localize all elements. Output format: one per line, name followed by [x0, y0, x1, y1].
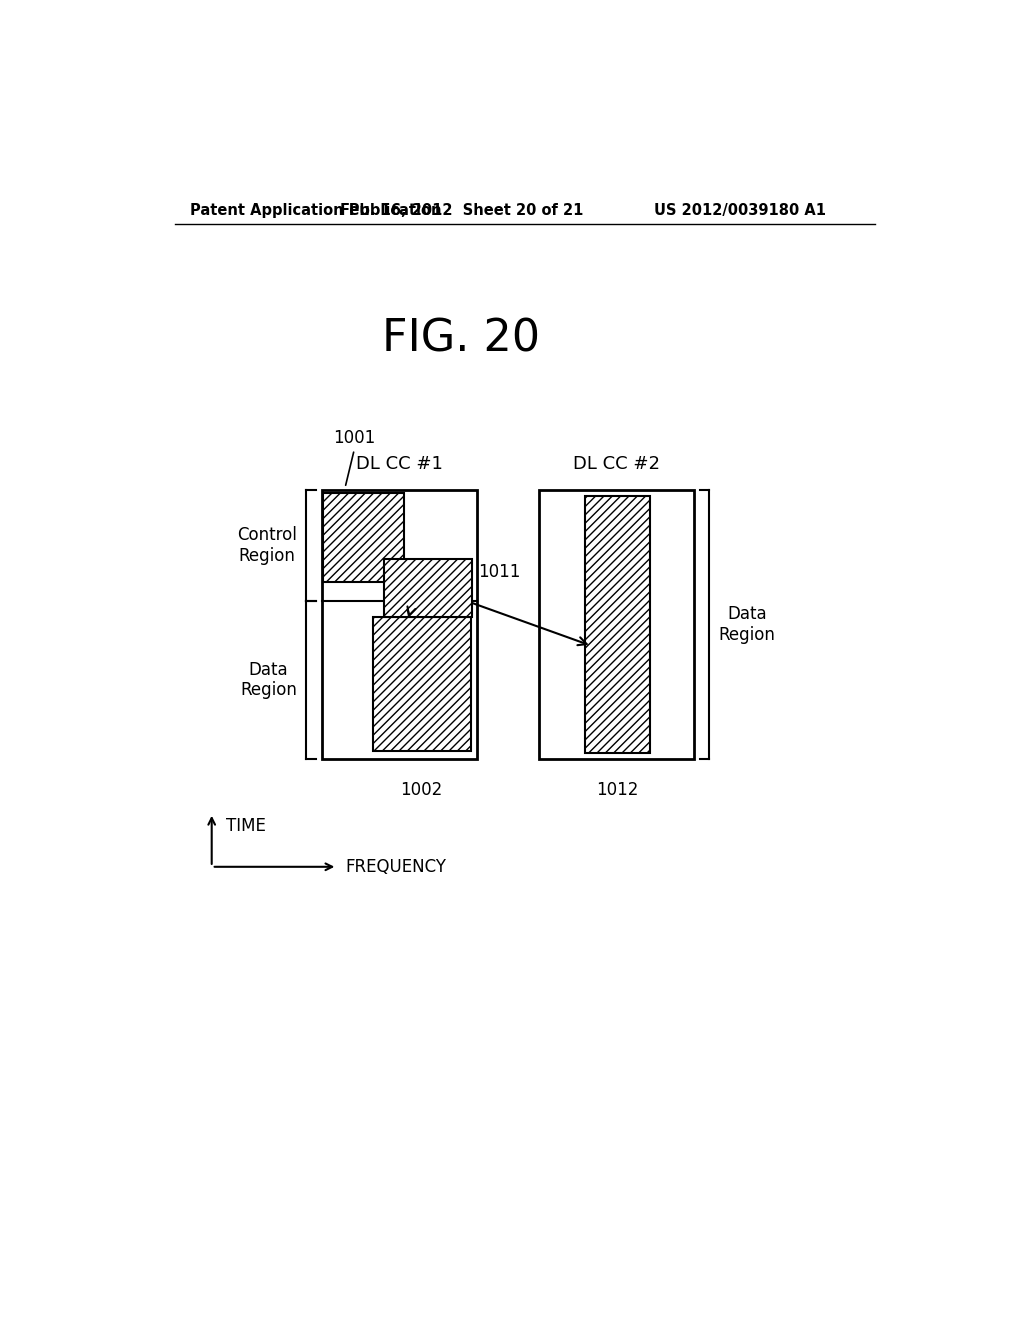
Bar — [373, 616, 471, 751]
Bar — [324, 494, 403, 582]
Text: DL CC #1: DL CC #1 — [355, 454, 442, 473]
Bar — [539, 490, 693, 759]
Bar — [322, 490, 477, 759]
FancyArrowPatch shape — [408, 606, 416, 615]
Text: Feb. 16, 2012  Sheet 20 of 21: Feb. 16, 2012 Sheet 20 of 21 — [340, 203, 583, 218]
Text: Data
Region: Data Region — [719, 605, 775, 644]
Text: DL CC #2: DL CC #2 — [572, 454, 659, 473]
Text: Patent Application Publication: Patent Application Publication — [190, 203, 441, 218]
Bar — [586, 496, 650, 752]
Text: 1002: 1002 — [400, 780, 442, 799]
Text: TIME: TIME — [225, 817, 265, 834]
Text: US 2012/0039180 A1: US 2012/0039180 A1 — [654, 203, 826, 218]
Text: 1012: 1012 — [597, 780, 639, 799]
Text: Data
Region: Data Region — [240, 661, 297, 700]
Text: FREQUENCY: FREQUENCY — [345, 858, 446, 875]
Text: 1001: 1001 — [334, 429, 376, 447]
Text: 1011: 1011 — [478, 562, 520, 581]
Bar — [384, 558, 472, 616]
Text: FIG. 20: FIG. 20 — [382, 318, 541, 360]
Text: Control
Region: Control Region — [238, 525, 297, 565]
